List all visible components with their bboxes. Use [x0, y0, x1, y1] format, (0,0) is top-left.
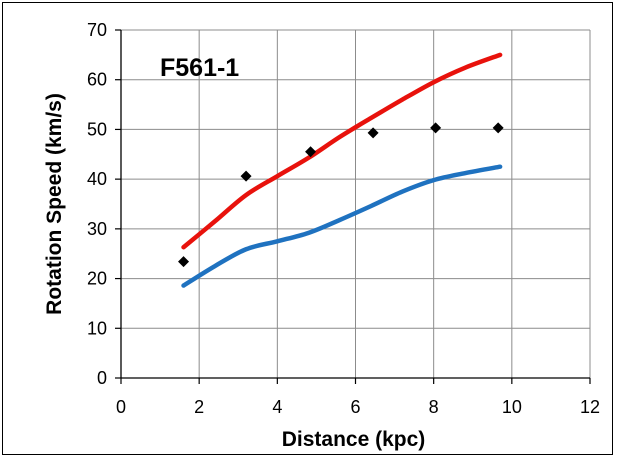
y-tick-label: 50	[87, 119, 107, 139]
series-line-1	[181, 52, 503, 250]
x-tick-label: 12	[580, 397, 600, 417]
data-point-marker	[305, 146, 317, 158]
y-tick-label: 60	[87, 70, 107, 90]
data-point-marker	[367, 127, 379, 139]
y-tick-label: 0	[97, 368, 107, 388]
y-axis-label: Rotation Speed (km/s)	[43, 93, 66, 315]
y-tick-label: 10	[87, 318, 107, 338]
x-tick-label: 4	[272, 397, 282, 417]
x-tick-label: 8	[429, 397, 439, 417]
data-point-marker	[240, 170, 252, 182]
x-axis-label: Distance (kpc)	[282, 428, 426, 451]
series-line-2	[181, 164, 503, 288]
x-tick-label: 6	[350, 397, 360, 417]
series-layer	[178, 52, 504, 288]
chart-annotation: F561-1	[160, 54, 239, 82]
data-point-marker	[178, 256, 190, 268]
data-point-marker	[430, 122, 442, 134]
x-tick-label: 2	[194, 397, 204, 417]
tick-layer: 0 2 4 6 8 10 12 0 10 20 30 40 50 60 70	[87, 20, 600, 417]
y-tick-label: 20	[87, 269, 107, 289]
x-tick-label: 0	[116, 397, 126, 417]
y-tick-label: 70	[87, 20, 107, 40]
x-tick-label: 10	[502, 397, 522, 417]
y-tick-label: 40	[87, 169, 107, 189]
data-point-marker	[492, 122, 504, 134]
y-tick-label: 30	[87, 219, 107, 239]
grid-layer	[120, 29, 591, 379]
